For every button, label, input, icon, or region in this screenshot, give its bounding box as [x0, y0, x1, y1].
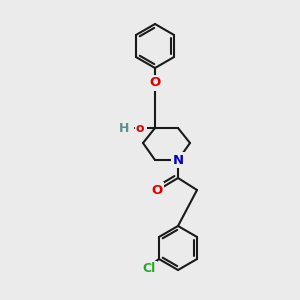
- Text: H: H: [118, 122, 129, 134]
- Text: N: N: [172, 154, 184, 166]
- Text: H: H: [118, 122, 129, 134]
- Text: O: O: [152, 184, 163, 196]
- Text: o: o: [137, 122, 146, 134]
- Text: o: o: [136, 122, 145, 134]
- Text: O: O: [149, 76, 161, 89]
- Text: Cl: Cl: [142, 262, 156, 275]
